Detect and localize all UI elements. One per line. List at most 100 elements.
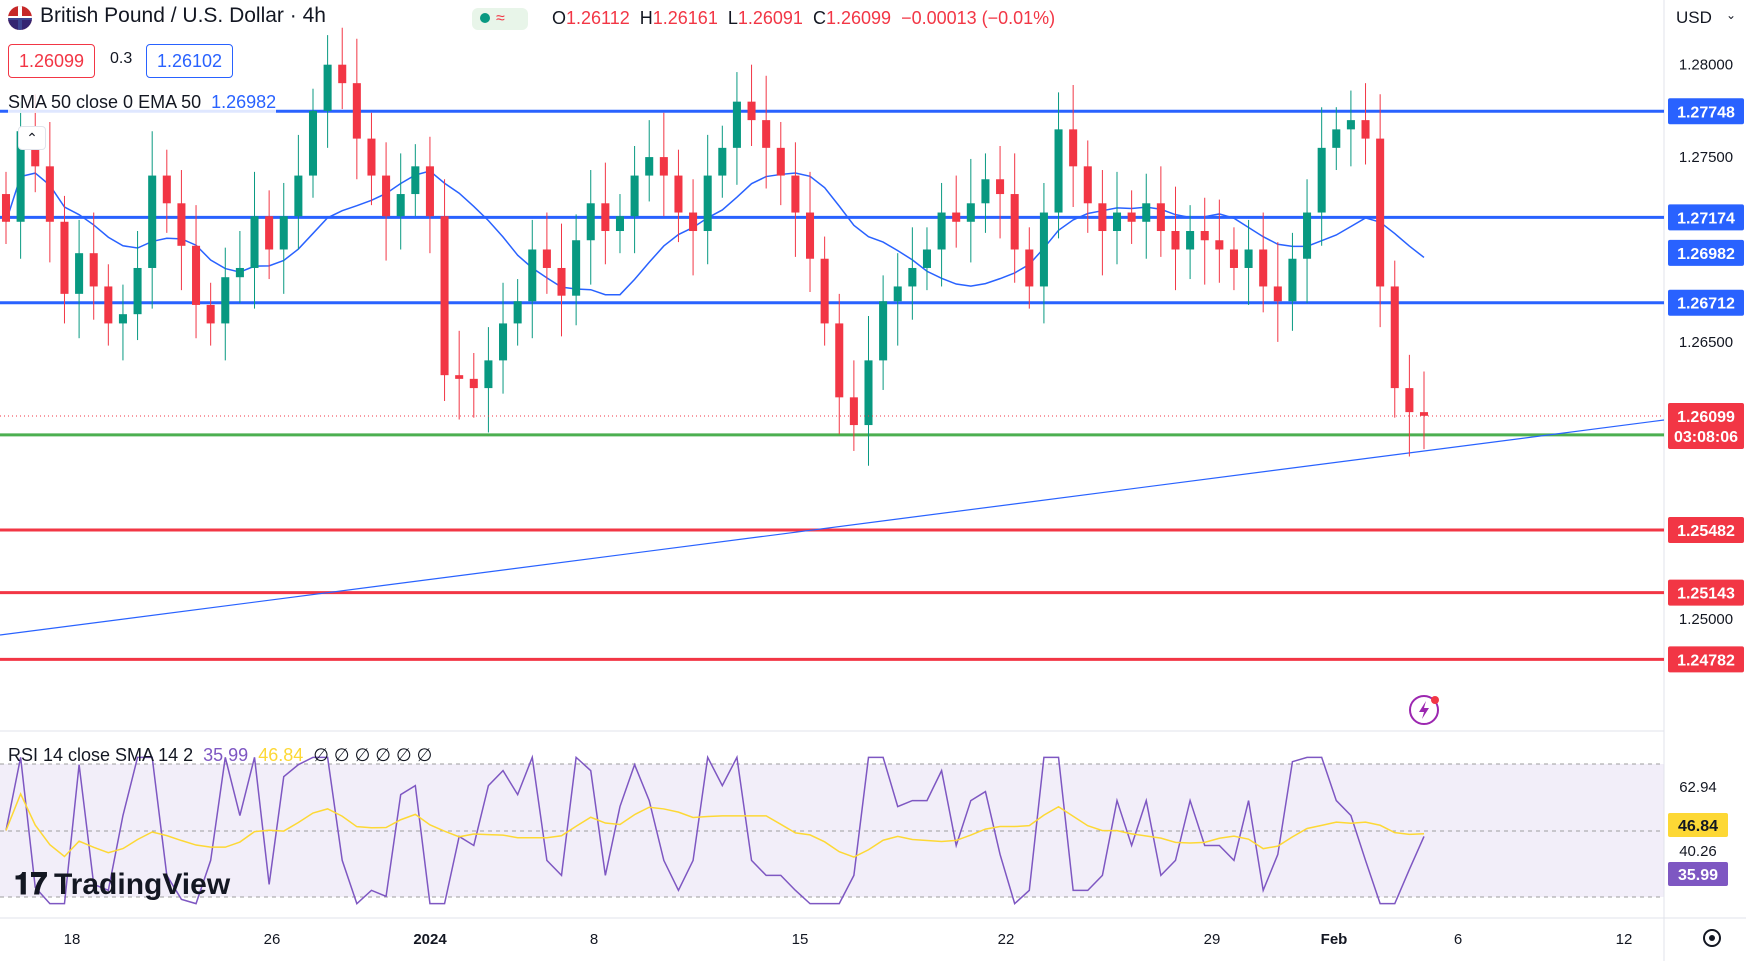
candle[interactable] xyxy=(308,88,318,198)
candle[interactable] xyxy=(133,231,142,341)
candle[interactable] xyxy=(513,279,522,346)
candle[interactable] xyxy=(455,330,464,420)
candle[interactable] xyxy=(1054,92,1063,239)
candle[interactable] xyxy=(1142,173,1151,259)
candle[interactable] xyxy=(1317,107,1326,246)
candle[interactable] xyxy=(718,125,727,198)
candle[interactable] xyxy=(1127,190,1136,244)
candle[interactable] xyxy=(893,253,902,346)
candle[interactable] xyxy=(776,121,785,206)
candle[interactable] xyxy=(937,182,946,287)
candle[interactable] xyxy=(762,75,771,189)
candle[interactable] xyxy=(279,182,288,294)
candle[interactable] xyxy=(382,142,391,261)
ma-legend[interactable]: SMA 50 close 0 EMA 50 1.26982 xyxy=(8,92,277,113)
candle[interactable] xyxy=(645,120,654,202)
buy-price-button[interactable]: 1.26102 xyxy=(146,44,234,78)
candle[interactable] xyxy=(1083,140,1092,233)
symbol-title[interactable]: British Pound / U.S. Dollar · 4h xyxy=(40,4,326,27)
candle[interactable] xyxy=(469,352,478,418)
candle[interactable] xyxy=(1112,171,1122,265)
candle[interactable] xyxy=(674,149,683,243)
trendline[interactable] xyxy=(0,419,1665,636)
candle[interactable] xyxy=(162,149,171,233)
candle[interactable] xyxy=(104,264,113,346)
chevron-down-icon[interactable]: ⌄ xyxy=(1726,8,1737,22)
candle[interactable] xyxy=(1361,83,1370,165)
candle[interactable] xyxy=(367,112,376,206)
candle[interactable] xyxy=(835,293,844,435)
candle[interactable] xyxy=(1215,199,1224,283)
candle[interactable] xyxy=(148,131,157,309)
candle[interactable] xyxy=(411,144,420,217)
candle[interactable] xyxy=(747,64,756,146)
candle[interactable] xyxy=(952,175,961,248)
candle[interactable] xyxy=(60,195,69,324)
candle[interactable] xyxy=(440,179,449,402)
candle[interactable] xyxy=(922,227,931,291)
candle[interactable] xyxy=(221,247,230,361)
candle[interactable] xyxy=(1171,186,1180,291)
candle[interactable] xyxy=(1405,354,1414,457)
candle[interactable] xyxy=(396,153,405,250)
candle[interactable] xyxy=(703,134,712,265)
candle[interactable] xyxy=(499,282,508,394)
candle[interactable] xyxy=(338,27,347,110)
candle[interactable] xyxy=(1,171,11,244)
candle[interactable] xyxy=(118,284,127,361)
candle[interactable] xyxy=(601,162,610,265)
candle[interactable] xyxy=(206,282,215,346)
candle[interactable] xyxy=(45,121,54,263)
rsi-sma-line[interactable] xyxy=(5,792,1425,858)
candle[interactable] xyxy=(1025,227,1034,309)
market-status-icon[interactable]: ≈ xyxy=(472,8,528,30)
candle[interactable] xyxy=(1098,170,1107,276)
candle[interactable] xyxy=(908,227,917,320)
alert-lightning-icon[interactable] xyxy=(1409,695,1439,725)
candle[interactable] xyxy=(864,316,873,466)
candle[interactable] xyxy=(732,72,741,185)
candle[interactable] xyxy=(659,112,668,217)
candle[interactable] xyxy=(1229,227,1238,291)
candle[interactable] xyxy=(192,205,201,339)
candle[interactable] xyxy=(294,134,303,250)
candle[interactable] xyxy=(1273,242,1282,342)
candle[interactable] xyxy=(1156,166,1165,257)
candle[interactable] xyxy=(542,212,551,294)
candle[interactable] xyxy=(265,190,274,280)
candle[interactable] xyxy=(806,171,815,292)
sell-price-button[interactable]: 1.26099 xyxy=(8,44,96,78)
candle[interactable] xyxy=(528,219,537,339)
rsi-line[interactable] xyxy=(5,754,1425,906)
candle[interactable] xyxy=(1244,219,1253,305)
candle[interactable] xyxy=(1200,197,1209,285)
gear-icon[interactable] xyxy=(1703,929,1721,947)
candle[interactable] xyxy=(425,136,434,254)
candle[interactable] xyxy=(1390,260,1399,418)
candle[interactable] xyxy=(323,35,332,148)
candle[interactable] xyxy=(352,38,361,180)
candle[interactable] xyxy=(820,236,829,346)
candle[interactable] xyxy=(966,158,975,263)
collapse-legend-chevron-icon[interactable]: ⌃ xyxy=(18,126,46,150)
candle[interactable] xyxy=(615,194,624,254)
candle[interactable] xyxy=(1419,371,1429,450)
currency-selector[interactable]: USD xyxy=(1676,8,1712,27)
candle[interactable] xyxy=(1186,205,1195,280)
candle[interactable] xyxy=(1288,232,1297,331)
candle[interactable] xyxy=(791,142,800,257)
candle[interactable] xyxy=(484,327,493,433)
candle[interactable] xyxy=(557,223,566,337)
candle[interactable] xyxy=(75,219,84,339)
candle[interactable] xyxy=(689,179,698,276)
candle[interactable] xyxy=(1069,85,1078,207)
candle[interactable] xyxy=(235,231,244,304)
candle[interactable] xyxy=(1259,212,1268,313)
candle[interactable] xyxy=(250,171,259,309)
candle[interactable] xyxy=(630,146,639,254)
candle[interactable] xyxy=(1346,90,1355,167)
candle[interactable] xyxy=(177,170,186,291)
candle[interactable] xyxy=(572,214,581,326)
candle[interactable] xyxy=(1376,94,1385,328)
